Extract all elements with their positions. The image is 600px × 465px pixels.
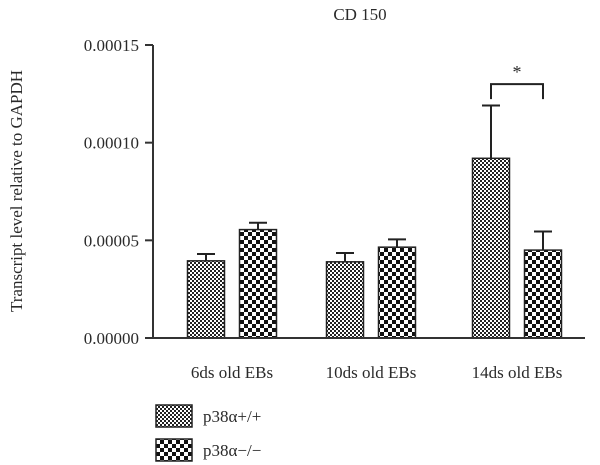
legend-swatch xyxy=(155,438,193,462)
bar xyxy=(186,260,226,339)
x-tick-label: 6ds old EBs xyxy=(191,363,273,382)
legend: p38α+/+ p38α−/− xyxy=(155,404,261,462)
bar xyxy=(238,228,278,339)
y-axis-label: Transcript level relative to GAPDH xyxy=(7,70,26,312)
significance-bracket xyxy=(490,83,544,100)
x-tick-label: 14ds old EBs xyxy=(472,363,563,382)
chart-title: CD 150 xyxy=(333,5,386,24)
significance-star: * xyxy=(513,62,522,82)
bar xyxy=(471,157,511,339)
y-axis: 0.00000 0.00005 0.00010 0.00015 xyxy=(84,36,154,348)
legend-label: p38α+/+ xyxy=(203,407,261,426)
y-tick-label: 0.00010 xyxy=(84,134,139,153)
x-tick-label: 10ds old EBs xyxy=(326,363,417,382)
legend-swatch xyxy=(155,404,193,428)
y-tick-label: 0.00000 xyxy=(84,329,139,348)
legend-label: p38α−/− xyxy=(203,441,261,460)
significance-annotations: * xyxy=(490,62,544,100)
y-tick-label: 0.00015 xyxy=(84,36,139,55)
y-tick-label: 0.00005 xyxy=(84,231,139,250)
bar-series xyxy=(186,104,563,339)
bar xyxy=(325,261,365,339)
bar xyxy=(377,246,417,339)
bar xyxy=(523,249,563,339)
x-axis: 6ds old EBs 10ds old EBs 14ds old EBs xyxy=(153,337,585,382)
